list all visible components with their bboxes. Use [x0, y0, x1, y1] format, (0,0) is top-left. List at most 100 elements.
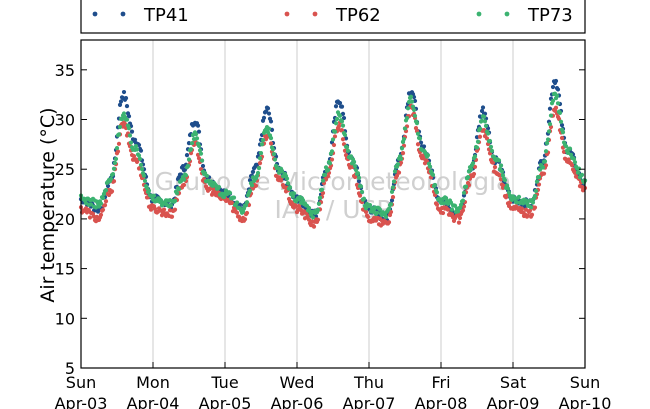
point-tp73-458	[536, 174, 542, 180]
point-tp73-178	[256, 166, 262, 171]
point-tp73-254	[332, 129, 338, 134]
point-tp41-402	[480, 105, 486, 110]
point-tp73-308	[386, 206, 392, 211]
point-tp73-232	[310, 215, 316, 220]
point-tp62-287	[365, 214, 371, 219]
point-tp73-49	[127, 133, 133, 138]
point-tp62-356	[434, 202, 440, 207]
point-tp73-213	[291, 191, 297, 196]
point-tp41-481	[559, 123, 565, 128]
series-tp73	[78, 91, 588, 220]
point-tp73-251	[329, 149, 335, 154]
point-tp73-380	[458, 202, 464, 207]
point-tp73-336	[414, 120, 420, 126]
point-tp73-383	[461, 190, 467, 195]
point-tp41-278	[356, 179, 362, 184]
point-tp41-43	[121, 89, 127, 95]
point-tp62-233	[311, 224, 317, 229]
point-tp62-33	[111, 179, 117, 184]
point-tp73-201	[279, 169, 285, 174]
point-tp62-164	[242, 217, 248, 222]
point-tp73-273	[351, 160, 357, 165]
x-tick-date-2: Apr-05	[199, 394, 252, 409]
point-tp41-39	[117, 102, 123, 107]
point-tp62-337	[415, 142, 421, 147]
point-tp73-209	[287, 185, 293, 190]
point-tp73-118	[196, 143, 202, 148]
point-tp73-374	[452, 203, 458, 208]
point-tp62-454	[532, 205, 538, 210]
point-tp73-455	[533, 188, 539, 194]
point-tp73-289	[367, 203, 373, 208]
point-tp62-399	[477, 134, 483, 139]
point-tp73-281	[359, 189, 365, 195]
point-tp73-479	[557, 110, 563, 115]
series-tp62	[78, 103, 588, 229]
point-tp62-31	[109, 189, 115, 194]
point-tp73-56	[134, 147, 140, 152]
point-tp41-172	[250, 169, 256, 174]
point-tp73-241	[319, 187, 325, 192]
point-tp73-228	[306, 205, 312, 211]
point-tp73-403	[481, 114, 487, 119]
point-tp73-242	[320, 178, 326, 183]
point-tp62-451	[529, 212, 535, 217]
point-tp41-343	[421, 144, 427, 149]
point-tp73-324	[402, 126, 408, 131]
plot-frame	[80, 39, 586, 369]
point-tp73-462	[540, 165, 546, 170]
point-tp73-407	[485, 131, 491, 136]
point-tp73-274	[352, 164, 358, 169]
point-tp62-211	[289, 200, 295, 205]
point-tp73-103	[181, 177, 187, 182]
point-tp41-472	[550, 84, 556, 90]
point-tp73-267	[345, 148, 351, 153]
point-tp73-35	[113, 156, 119, 162]
point-tp62-37	[115, 149, 121, 154]
point-tp73-266	[344, 145, 350, 150]
point-tp73-244	[322, 172, 328, 177]
point-tp73-454	[532, 193, 538, 199]
legend-box	[80, 0, 586, 34]
point-tp73-465	[543, 149, 549, 154]
point-tp73-452	[530, 200, 536, 205]
legend-marker-tp62-b	[312, 11, 318, 17]
x-tick-day-5: Fri	[431, 373, 450, 392]
legend-marker-tp41-a	[92, 11, 98, 17]
point-tp73-143	[221, 194, 227, 200]
point-tp62-449	[527, 208, 533, 213]
point-tp41-60	[138, 148, 144, 153]
point-tp73-270	[348, 154, 354, 159]
point-tp73-63	[141, 173, 147, 178]
point-tp73-331	[409, 99, 415, 104]
point-tp41-475	[553, 78, 559, 84]
point-tp62-258	[336, 124, 342, 129]
point-tp73-320	[398, 156, 404, 161]
point-tp73-469	[547, 122, 553, 127]
point-tp73-38	[116, 132, 122, 137]
point-tp73-262	[340, 123, 346, 128]
point-tp62-179	[257, 161, 263, 166]
point-tp62-83	[161, 207, 167, 212]
point-tp73-371	[449, 207, 455, 212]
point-tp73-404	[482, 119, 488, 124]
point-tp62-253	[331, 142, 337, 148]
point-tp73-275	[353, 167, 359, 173]
x-tick-day-4: Thu	[353, 373, 384, 392]
point-tp62-445	[523, 207, 529, 212]
point-tp41-117	[195, 123, 201, 128]
point-tp73-477	[555, 101, 561, 106]
point-tp73-156	[234, 200, 240, 205]
point-tp62-24	[102, 203, 108, 208]
point-tp73-480	[558, 119, 564, 124]
point-tp73-239	[317, 195, 323, 200]
point-tp73-169	[247, 188, 253, 193]
point-tp73-487	[565, 150, 571, 155]
point-tp62-166	[244, 210, 250, 216]
point-tp73-193	[271, 151, 277, 157]
x-tick-day-6: Sat	[500, 373, 526, 392]
point-tp73-299	[377, 207, 383, 212]
point-tp73-392	[470, 161, 476, 166]
point-tp62-156	[234, 210, 240, 215]
point-tp73-467	[545, 137, 551, 142]
